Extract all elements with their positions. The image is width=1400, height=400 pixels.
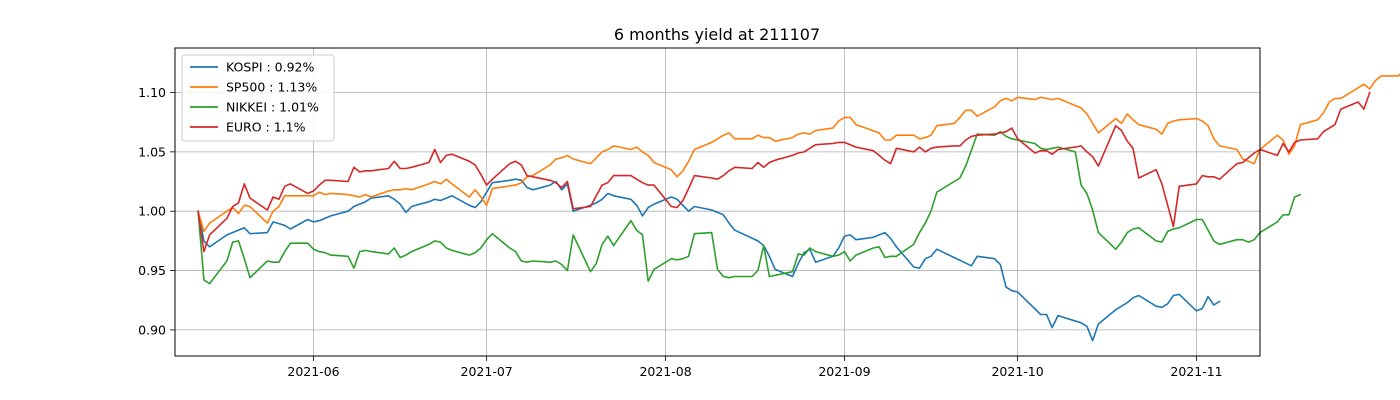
series-lines bbox=[197, 73, 1400, 342]
grid-lines bbox=[175, 48, 1260, 356]
y-axis: 0.90 0.95 1.00 1.05 1.10 bbox=[138, 85, 175, 337]
x-tick-label: 2021-09 bbox=[818, 364, 870, 379]
y-tick-label: 1.05 bbox=[138, 144, 166, 159]
series-line-kospi bbox=[197, 178, 1221, 342]
y-tick-label: 0.95 bbox=[138, 263, 166, 278]
chart-title: 6 months yield at 211107 bbox=[614, 25, 820, 44]
y-tick-label: 1.10 bbox=[138, 85, 166, 100]
x-tick-label: 2021-08 bbox=[639, 364, 691, 379]
legend-box bbox=[181, 54, 335, 142]
legend: KOSPI : 0.92% SP500 : 1.13% NIKKEI : 1.01%… bbox=[181, 54, 335, 142]
legend-label: SP500 : 1.13% bbox=[226, 80, 317, 95]
legend-label: EURO : 1.1% bbox=[226, 120, 306, 135]
y-tick-label: 0.90 bbox=[138, 322, 166, 337]
legend-label: KOSPI : 0.92% bbox=[226, 60, 315, 75]
plot-frame bbox=[174, 47, 1261, 357]
x-tick-label: 2021-11 bbox=[1170, 364, 1222, 379]
series-line-euro bbox=[197, 91, 1371, 253]
x-tick-label: 2021-06 bbox=[287, 364, 339, 379]
x-tick-label: 2021-07 bbox=[461, 364, 513, 379]
legend-label: NIKKEI : 1.01% bbox=[226, 100, 319, 115]
y-tick-label: 1.00 bbox=[138, 204, 166, 219]
x-tick-label: 2021-10 bbox=[991, 364, 1043, 379]
series-line-nikkei bbox=[197, 130, 1302, 285]
series-line-sp500 bbox=[197, 73, 1400, 233]
x-axis: 2021-06 2021-07 2021-08 2021-09 2021-10 2021-… bbox=[287, 356, 1223, 379]
